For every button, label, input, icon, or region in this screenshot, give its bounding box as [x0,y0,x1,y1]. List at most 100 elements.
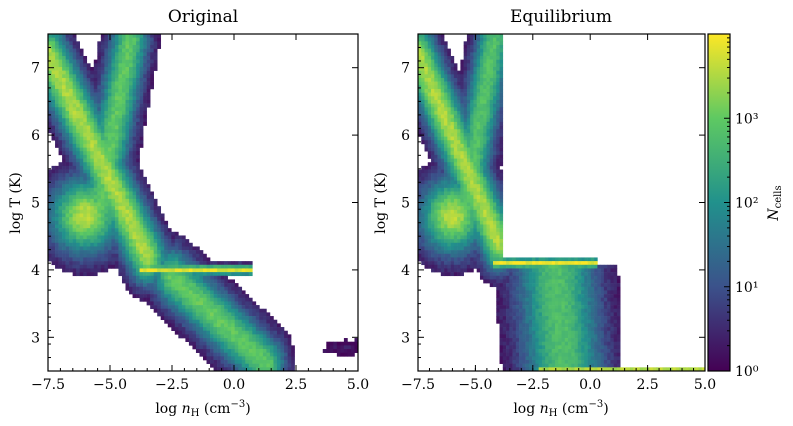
heatmap-cell [470,162,474,167]
heatmap-cell [241,323,246,328]
heatmap-cell [65,173,70,178]
heatmap-cell [421,129,425,134]
heatmap-cell [528,305,533,310]
heatmap-cell [506,305,510,310]
heatmap-cell [463,195,468,200]
heatmap-cell [224,349,228,353]
heatmap-cell [427,257,432,262]
heatmap-cell [502,283,507,288]
heatmap-cell [146,297,151,302]
heatmap-cell [121,99,126,104]
heatmap-cell [427,169,432,174]
heatmap-cell [470,92,474,97]
heatmap-cell [234,323,239,328]
heatmap-cell [118,114,123,119]
heatmap-cell [76,250,80,255]
heatmap-cell [434,96,438,101]
heatmap-cell [143,48,147,53]
heatmap-cell [146,184,151,189]
heatmap-cell [83,103,88,108]
heatmap-cell [440,70,445,75]
heatmap-cell [90,180,95,185]
heatmap-cell [463,99,468,104]
heatmap-cell [499,132,504,137]
heatmap-cell [489,283,494,288]
heatmap-cell [227,345,232,350]
heatmap-cell [450,239,455,244]
heatmap-cell [146,195,151,200]
heatmap-cell [125,151,130,156]
heatmap-cell [453,213,458,218]
heatmap-cell [427,88,432,93]
heatmap-cell [273,334,278,339]
heatmap-cell [150,283,154,288]
heatmap-cell [234,319,239,324]
heatmap-cell [499,191,504,196]
heatmap-cell [322,349,327,353]
heatmap-cell [466,250,471,255]
heatmap-cell [167,290,172,295]
heatmap-cell [136,154,140,159]
heatmap-cell [217,305,221,310]
heatmap-cell [132,180,137,185]
heatmap-cell [171,279,176,284]
heatmap-cell [104,114,109,119]
heatmap-cell [55,165,59,170]
heatmap-cell [234,345,239,350]
heatmap-cell [86,136,91,141]
heatmap-cell [55,110,59,115]
heatmap-cell [217,334,221,339]
heatmap-cell [466,107,471,112]
heatmap-cell [62,34,66,38]
heatmap-cell [150,253,154,258]
heatmap-cell [51,195,56,200]
heatmap-cell [450,268,455,273]
heatmap-cell [234,272,239,277]
heatmap-cell [136,85,140,90]
heatmap-cell [90,114,95,119]
heatmap-cell [483,44,487,49]
heatmap-cell [427,147,432,152]
heatmap-cell [431,217,435,222]
heatmap-cell [114,55,119,60]
heatmap-cell [111,202,116,207]
heatmap-cell [157,264,162,269]
heatmap-cell [48,246,52,251]
heatmap-cell [79,198,84,203]
heatmap-cell [174,319,179,324]
heatmap-cell [280,345,285,350]
heatmap-cell [104,176,109,181]
heatmap-cell [65,147,70,152]
heatmap-cell [496,301,500,306]
heatmap-cell [421,107,425,112]
heatmap-cell [238,334,243,339]
heatmap-cell [69,37,73,42]
heatmap-cell [114,37,119,42]
heatmap-cell [121,257,126,262]
heatmap-cell [121,279,126,284]
heatmap-cell [453,92,458,97]
heatmap-cell [444,66,448,71]
heatmap-cell [440,147,445,152]
heatmap-cell [121,74,126,79]
heatmap-cell [97,250,102,255]
heatmap-cell [72,246,77,251]
heatmap-cell [457,191,461,196]
heatmap-cell [217,290,221,295]
heatmap-cell [248,367,253,371]
heatmap-cell [136,70,140,75]
heatmap-cell [463,70,468,75]
heatmap-cell [129,220,133,225]
heatmap-cell [424,48,429,53]
heatmap-cell [437,213,442,218]
heatmap-cell [460,88,464,93]
heatmap-cell [100,140,105,145]
heatmap-cell [69,114,73,119]
heatmap-cell [437,242,442,247]
heatmap-cell [97,41,102,46]
heatmap-cell [434,231,438,236]
heatmap-cell [139,173,144,178]
heatmap-cell [132,63,137,68]
heatmap-cell [125,140,130,145]
heatmap-cell [224,341,228,346]
